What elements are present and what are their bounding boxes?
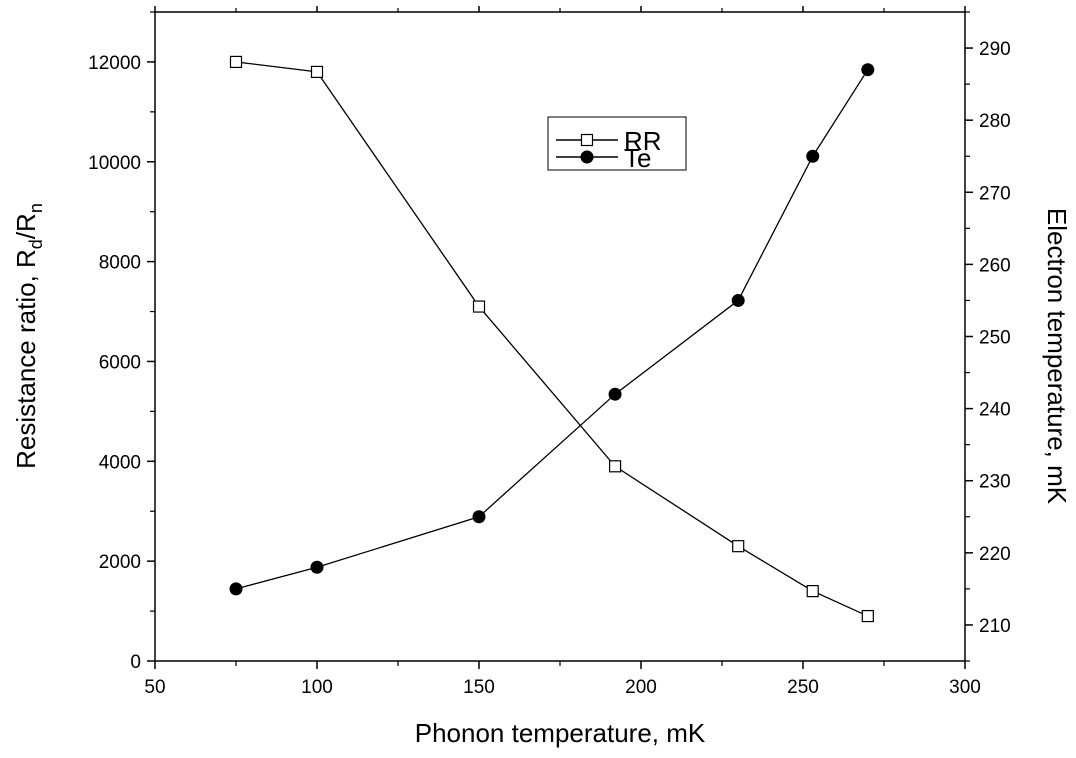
x-tick-label: 200	[625, 677, 657, 698]
right-y-tick-label: 220	[979, 544, 1011, 565]
left-y-tick-label: 2000	[99, 552, 141, 573]
right-y-tick-label: 260	[979, 255, 1011, 276]
plot-frame	[154, 11, 966, 662]
data-point-te	[608, 387, 622, 401]
left-y-tick-label: 10000	[88, 153, 141, 174]
right-y-axis-title: Electron temperature, mK	[1042, 208, 1072, 505]
legend-label-rr: RR	[624, 126, 662, 156]
legend-marker-rr	[580, 133, 594, 147]
legend: RR Te	[547, 116, 687, 173]
right-y-tick-label: 210	[979, 616, 1011, 637]
data-point-rr	[608, 460, 622, 473]
x-tick-label: 250	[787, 677, 819, 698]
data-point-te	[310, 560, 324, 574]
right-y-tick-label: 240	[979, 400, 1011, 421]
legend-label-te: Te	[624, 143, 651, 173]
data-point-rr	[806, 585, 819, 598]
data-point-te	[806, 149, 820, 163]
right-y-tick-label: 230	[979, 472, 1011, 493]
left-y-tick-label: 6000	[99, 352, 141, 373]
data-point-rr	[310, 65, 324, 79]
x-tick-label: 100	[301, 677, 333, 698]
left-y-title-sub-n: n	[26, 203, 46, 213]
data-point-te	[861, 63, 875, 77]
left-y-tick-label: 0	[130, 652, 141, 673]
legend-marker-te	[580, 150, 594, 164]
left-y-axis-title: Resistance ratio, Rd/Rn	[11, 203, 46, 469]
left-y-title-main: Resistance ratio, R	[11, 249, 41, 469]
left-y-title-slash: /R	[11, 213, 41, 239]
series-layer	[229, 55, 875, 623]
data-point-rr	[472, 300, 486, 313]
left-y-title-sub-d: d	[26, 239, 46, 249]
left-y-tick-label: 12000	[88, 53, 141, 74]
data-point-rr	[861, 609, 874, 623]
left-y-tick-label: 8000	[99, 253, 141, 274]
legend-box	[547, 116, 687, 171]
data-point-te	[731, 293, 745, 307]
x-tick-label: 300	[949, 677, 981, 698]
right-y-tick-label: 250	[979, 328, 1011, 349]
x-tick-label: 50	[144, 677, 165, 698]
right-y-axis-ticks: 210 220 230 240 250 260 270 280 290	[965, 11, 1011, 662]
data-point-te	[472, 510, 486, 524]
data-point-rr	[732, 540, 745, 553]
right-y-tick-label: 280	[979, 111, 1011, 132]
right-y-tick-label: 270	[979, 183, 1011, 204]
x-axis-ticks: 50 100 150 200 250 300	[144, 6, 981, 698]
data-point-te	[229, 582, 243, 596]
left-y-axis-ticks: 0 2000 4000 6000 8000 10000 12000	[88, 11, 155, 673]
left-y-tick-label: 4000	[99, 452, 141, 473]
x-axis-title: Phonon temperature, mK	[415, 718, 706, 748]
right-y-tick-label: 290	[979, 39, 1011, 60]
data-point-rr	[229, 55, 243, 69]
x-tick-label: 150	[463, 677, 495, 698]
